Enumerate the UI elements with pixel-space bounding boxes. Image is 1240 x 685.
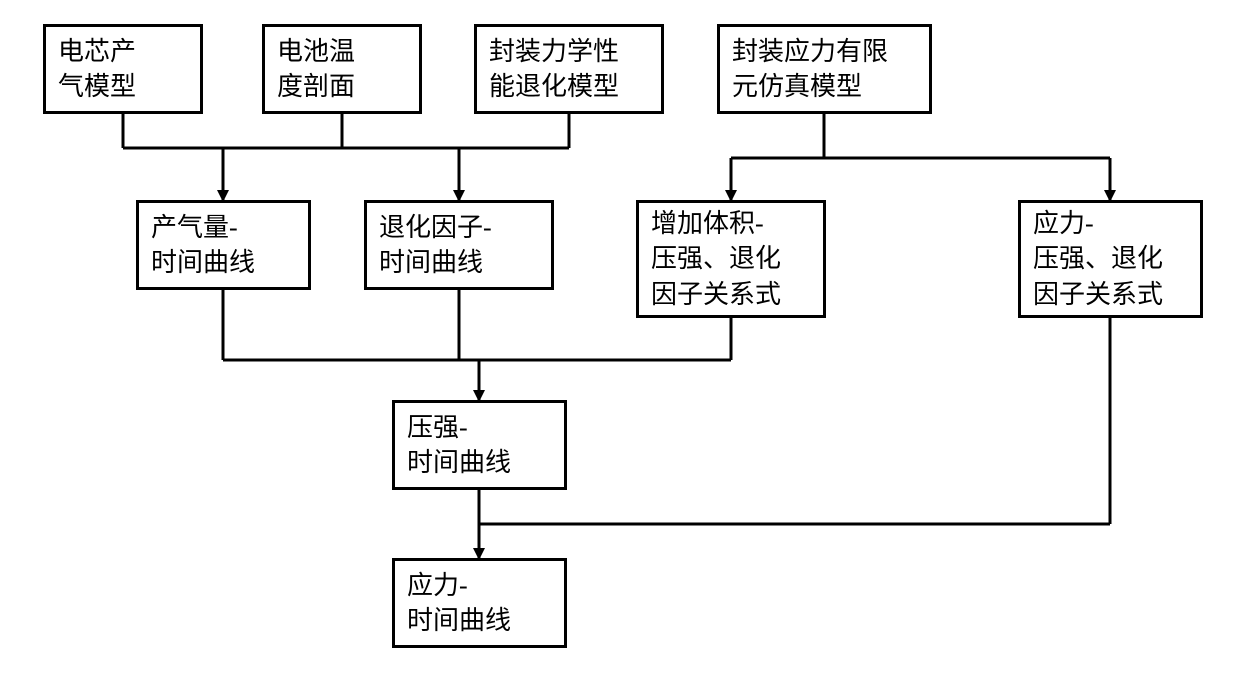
node-label: 电池温 度剖面: [277, 34, 355, 104]
node-label: 应力- 压强、退化 因子关系式: [1033, 206, 1163, 311]
node-volume-pressure-relation: 增加体积- 压强、退化 因子关系式: [636, 200, 826, 318]
node-label: 电芯产 气模型: [58, 34, 136, 104]
node-stress-time-curve: 应力- 时间曲线: [392, 558, 567, 648]
node-cell-gas-model: 电芯产 气模型: [43, 24, 203, 114]
node-label: 应力- 时间曲线: [407, 568, 511, 638]
node-label: 封装力学性 能退化模型: [489, 34, 619, 104]
node-label: 压强- 时间曲线: [407, 410, 511, 480]
node-fem-stress-model: 封装应力有限 元仿真模型: [717, 24, 932, 114]
node-stress-pressure-relation: 应力- 压强、退化 因子关系式: [1018, 200, 1203, 318]
node-degradation-time-curve: 退化因子- 时间曲线: [364, 200, 554, 290]
node-mech-degradation-model: 封装力学性 能退化模型: [474, 24, 664, 114]
node-temp-profile: 电池温 度剖面: [262, 24, 422, 114]
node-label: 产气量- 时间曲线: [151, 210, 255, 280]
node-gas-time-curve: 产气量- 时间曲线: [136, 200, 311, 290]
node-label: 退化因子- 时间曲线: [379, 210, 492, 280]
node-pressure-time-curve: 压强- 时间曲线: [392, 400, 567, 490]
node-label: 封装应力有限 元仿真模型: [732, 34, 888, 104]
node-label: 增加体积- 压强、退化 因子关系式: [651, 206, 781, 311]
